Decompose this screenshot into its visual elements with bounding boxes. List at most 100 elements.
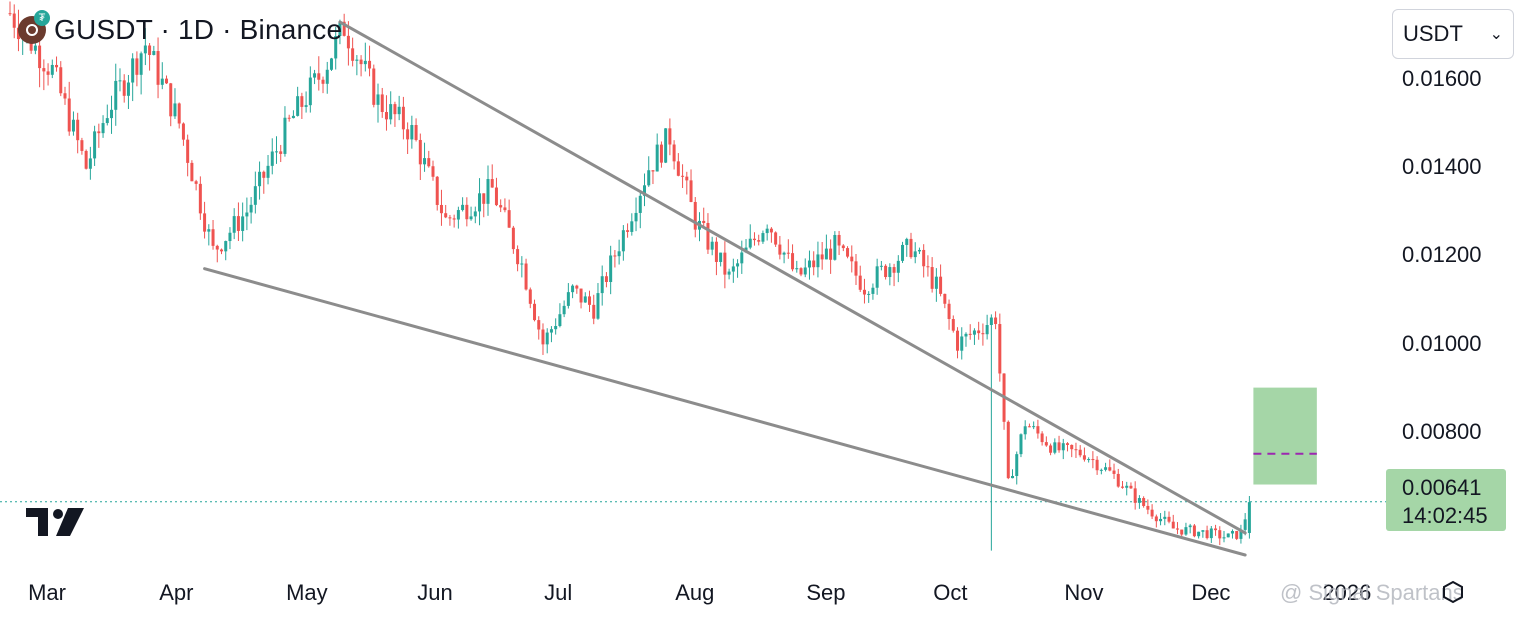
chart-header: ₮ GUSDT · 1D · Binance: [18, 10, 342, 46]
candle-down: [12, 13, 16, 28]
candle-down: [968, 333, 972, 335]
candle-up: [731, 266, 735, 272]
candle-down: [676, 161, 680, 176]
candle-up: [748, 238, 752, 248]
candle-down: [465, 204, 469, 220]
candle-down: [215, 245, 219, 250]
candle-up: [1032, 426, 1036, 428]
candle-up: [879, 265, 883, 267]
y-tick-label: 0.01400: [1402, 154, 1482, 180]
x-tick-label: Nov: [1064, 580, 1104, 605]
candle-down: [1006, 421, 1010, 479]
candle-down: [359, 59, 363, 65]
candle-down: [837, 234, 841, 246]
candle-up: [110, 109, 114, 119]
y-tick-label: 0.00800: [1402, 418, 1482, 444]
candle-up: [126, 82, 130, 96]
candle-down: [841, 245, 845, 249]
candle-up: [566, 292, 570, 306]
candle-up: [917, 249, 921, 252]
candle-up: [549, 329, 553, 333]
candle-down: [511, 227, 515, 250]
candle-up: [596, 293, 600, 319]
last-price-tag: 0.00641 14:02:45: [1386, 469, 1506, 531]
candle-down: [418, 139, 422, 165]
candle-down: [80, 140, 84, 151]
candle-down: [668, 128, 672, 145]
candle-down: [169, 83, 173, 117]
candle-down: [998, 324, 1002, 374]
candle-down: [203, 213, 207, 232]
candle-down: [1146, 505, 1150, 510]
tradingview-logo-icon: [26, 508, 84, 536]
candle-down: [1066, 443, 1069, 445]
candle-up: [139, 53, 143, 75]
candle-up: [397, 106, 401, 115]
candle-down: [604, 276, 608, 283]
candle-down: [1095, 459, 1099, 471]
currency-select[interactable]: USDT ⌄: [1392, 9, 1514, 59]
candle-up: [761, 233, 765, 242]
candle-up: [867, 293, 871, 295]
candle-up: [1163, 516, 1167, 519]
candle-up: [964, 333, 968, 337]
candle-down: [651, 170, 655, 172]
x-tick-label: Jul: [544, 580, 573, 605]
candle-up: [473, 211, 477, 217]
candle-up: [647, 170, 651, 186]
candle-up: [253, 186, 257, 205]
candle-down: [846, 248, 850, 257]
candle-down: [977, 330, 981, 334]
candle-up: [600, 276, 604, 294]
candle-down: [1027, 426, 1031, 428]
candle-up: [93, 131, 97, 159]
candle-up: [643, 185, 646, 196]
candle-down: [922, 249, 926, 267]
candle-up: [719, 252, 723, 262]
target-zone: [1253, 387, 1317, 485]
settings-hexagon-icon[interactable]: [1441, 580, 1465, 604]
candle-up: [241, 216, 245, 231]
candle-down: [279, 151, 283, 154]
candle-up: [50, 64, 54, 75]
candle-up: [727, 271, 731, 275]
candle-down: [752, 238, 756, 241]
candle-down: [884, 265, 888, 278]
candle-up: [389, 104, 393, 120]
candle-up: [1137, 498, 1141, 503]
candle-down: [579, 288, 583, 303]
candle-down: [406, 129, 410, 140]
candle-down: [342, 21, 346, 36]
candle-down: [541, 329, 545, 345]
candle-up: [114, 80, 118, 110]
candle-down: [947, 303, 951, 320]
candle-up: [232, 216, 236, 233]
candle-up: [562, 305, 566, 315]
candle-down: [452, 218, 456, 220]
gusdt-coin-icon: ₮: [18, 10, 50, 44]
candle-down: [503, 207, 507, 211]
candle-down: [1235, 531, 1239, 539]
candle-up: [224, 241, 228, 252]
candle-up: [291, 115, 295, 119]
candle-down: [8, 13, 12, 15]
candle-down: [1180, 529, 1184, 535]
candle-up: [274, 151, 278, 153]
candle-up: [960, 336, 964, 351]
y-tick-label: 0.01000: [1402, 330, 1482, 356]
trendline-lower: [203, 267, 1247, 557]
candle-up: [266, 165, 270, 178]
candle-up: [363, 60, 367, 65]
candle-down: [1112, 470, 1116, 474]
candle-down: [321, 79, 325, 84]
candle-up: [1099, 469, 1103, 471]
candle-up: [740, 252, 744, 264]
candle-down: [714, 241, 718, 262]
candle-down: [1175, 528, 1179, 530]
candle-down: [1108, 467, 1112, 471]
candle-down: [702, 220, 706, 223]
candle-up: [1125, 485, 1129, 488]
candle-down: [659, 144, 663, 163]
x-tick-label: Mar: [28, 580, 66, 605]
